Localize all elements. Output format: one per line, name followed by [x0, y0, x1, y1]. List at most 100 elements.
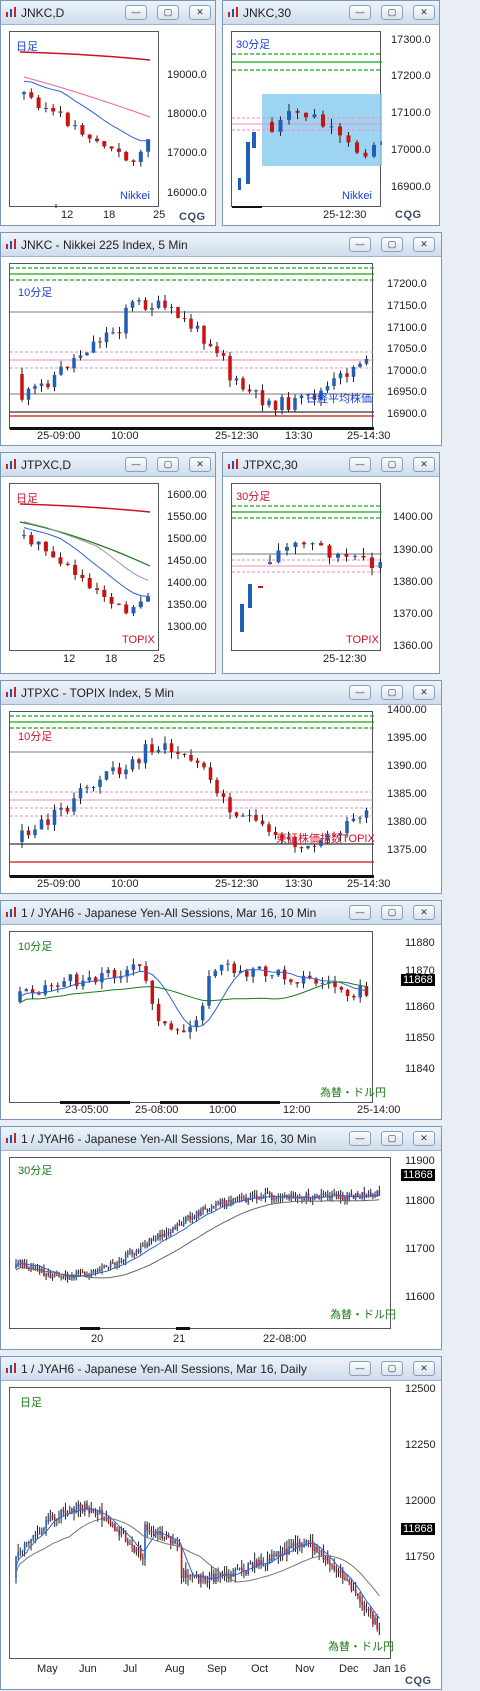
candle-body [26, 830, 31, 836]
candle-body [232, 1199, 234, 1204]
chart-plot-area[interactable]: 10分足 東証株価指数TOPIX [9, 711, 375, 878]
minimize-button[interactable]: — [125, 457, 147, 472]
close-button[interactable]: ✕ [413, 457, 435, 472]
chart-plot-area[interactable]: 30分足 TOPIX [231, 483, 382, 651]
title-bar[interactable]: JTPXC,D — ▢ ✕ [1, 453, 215, 477]
candle-body [260, 820, 265, 825]
candle-body [219, 964, 224, 971]
chart-plot-area[interactable]: 日足 TOPIX [9, 483, 159, 651]
restore-button[interactable]: ▢ [157, 5, 179, 20]
window-jtpxc-daily[interactable]: JTPXC,D — ▢ ✕ 日足 TOPIX 1600.00 1550.00 1… [0, 452, 216, 674]
candle-body [275, 1197, 277, 1199]
chart-plot-area[interactable]: 30分足 為替・ドル円 [9, 1157, 396, 1330]
candle-body [286, 397, 291, 410]
candle-body [226, 963, 230, 965]
y-tick: 1400.00 [393, 511, 433, 523]
minimize-button[interactable]: — [349, 685, 371, 700]
candle-body [380, 141, 382, 145]
candle-body [178, 1224, 181, 1226]
candle-body [176, 306, 180, 318]
title-bar[interactable]: JNKC - Nikkei 225 Index, 5 Min — ▢ ✕ [1, 233, 441, 257]
candle-body [292, 1194, 295, 1197]
candle-body [322, 1193, 325, 1195]
close-button[interactable]: ✕ [189, 457, 211, 472]
title-bar[interactable]: 1 / JYAH6 - Japanese Yen-All Sessions, M… [1, 1127, 441, 1151]
window-jyah6-30min[interactable]: 1 / JYAH6 - Japanese Yen-All Sessions, M… [0, 1126, 442, 1350]
candle-body [77, 1504, 80, 1510]
candle-body [267, 400, 271, 406]
close-button[interactable]: ✕ [413, 905, 435, 920]
candle-body [364, 358, 369, 364]
restore-button[interactable]: ▢ [381, 237, 403, 252]
close-button[interactable]: ✕ [413, 1361, 435, 1376]
moving-average-line [19, 521, 151, 567]
y-tick: 18000.0 [167, 108, 207, 120]
candle-body [130, 301, 135, 308]
restore-button[interactable]: ▢ [381, 905, 403, 920]
window-jyah6-daily[interactable]: 1 / JYAH6 - Japanese Yen-All Sessions, M… [0, 1356, 442, 1690]
title-bar[interactable]: 1 / JYAH6 - Japanese Yen-All Sessions, M… [1, 901, 441, 925]
chart-plot-area[interactable]: 10分足 日経平均株価 [9, 263, 374, 430]
candle-body [264, 1192, 267, 1198]
candle-body [319, 840, 323, 846]
candle-body [223, 1572, 226, 1575]
instrument-label: Nikkei [342, 190, 372, 202]
minimize-button[interactable]: — [349, 905, 371, 920]
candle-body [104, 332, 109, 343]
candle-body [350, 1582, 353, 1591]
candle-body [169, 306, 174, 308]
restore-button[interactable]: ▢ [381, 1361, 403, 1376]
candle-body [215, 779, 219, 794]
window-jtpxc-5min[interactable]: JTPXC - TOPIX Index, 5 Min — ▢ ✕ 10分足 東証… [0, 680, 442, 894]
session-bar [10, 427, 374, 430]
window-jnkc-30min[interactable]: JNKC,30 — ▢ ✕ 30分足 Nikkei 17300.0 17200.… [222, 0, 440, 226]
window-jnkc-daily[interactable]: JNKC,D — ▢ ✕ 日足 Nikkei 19000.0 18000.0 1… [0, 0, 216, 226]
candle-body [202, 1575, 204, 1577]
chart-plot-area[interactable]: 30分足 Nikkei [231, 31, 382, 208]
chart-plot-area[interactable]: 10分足 為替・ドル円 [9, 931, 386, 1104]
minimize-button[interactable]: — [349, 1131, 371, 1146]
candle-body [30, 989, 35, 993]
title-bar[interactable]: JTPXC - TOPIX Index, 5 Min — ▢ ✕ [1, 681, 441, 705]
candle-body [378, 561, 382, 569]
close-button[interactable]: ✕ [413, 1131, 435, 1146]
minimize-button[interactable]: — [349, 237, 371, 252]
chart-plot-area[interactable]: 日足 Nikkei [9, 31, 159, 208]
window-jyah6-10min[interactable]: 1 / JYAH6 - Japanese Yen-All Sessions, M… [0, 900, 442, 1120]
chart-plot-area[interactable]: 日足 為替・ドル円 [9, 1387, 394, 1659]
candle-body [180, 1224, 183, 1226]
restore-button[interactable]: ▢ [381, 685, 403, 700]
candle-body [345, 373, 349, 377]
close-button[interactable]: ✕ [413, 5, 435, 20]
candle-body [247, 389, 252, 392]
candle-body [80, 125, 85, 135]
minimize-button[interactable]: — [349, 5, 371, 20]
candle-body [346, 1196, 348, 1201]
title-bar[interactable]: JTPXC,30 — ▢ ✕ [223, 453, 439, 477]
minimize-button[interactable]: — [349, 1361, 371, 1376]
close-button[interactable]: ✕ [189, 5, 211, 20]
moving-average-line [19, 503, 151, 513]
minimize-button[interactable]: — [125, 5, 147, 20]
candle-body [51, 107, 56, 112]
restore-button[interactable]: ▢ [381, 5, 403, 20]
minimize-button[interactable]: — [349, 457, 371, 472]
candle-body [372, 1612, 374, 1625]
title-bar[interactable]: JNKC,30 — ▢ ✕ [223, 1, 439, 25]
candle-body [245, 970, 249, 977]
candle-body [299, 847, 304, 849]
y-tick: 1395.00 [387, 732, 427, 744]
title-bar[interactable]: JNKC,D — ▢ ✕ [1, 1, 215, 25]
restore-button[interactable]: ▢ [157, 457, 179, 472]
close-button[interactable]: ✕ [413, 237, 435, 252]
close-button[interactable]: ✕ [413, 685, 435, 700]
x-tick: 20 [91, 1333, 104, 1345]
window-jtpxc-30min[interactable]: JTPXC,30 — ▢ ✕ 30分足 TOPIX 1400.00 1390.0… [222, 452, 440, 674]
y-tick: 1500.00 [167, 533, 207, 545]
title-bar[interactable]: 1 / JYAH6 - Japanese Yen-All Sessions, M… [1, 1357, 441, 1381]
window-jnkc-5min[interactable]: JNKC - Nikkei 225 Index, 5 Min — ▢ ✕ 10分… [0, 232, 442, 446]
restore-button[interactable]: ▢ [381, 1131, 403, 1146]
restore-button[interactable]: ▢ [381, 457, 403, 472]
candle-body [280, 397, 284, 410]
y-tick: 11750 [405, 1551, 435, 1563]
